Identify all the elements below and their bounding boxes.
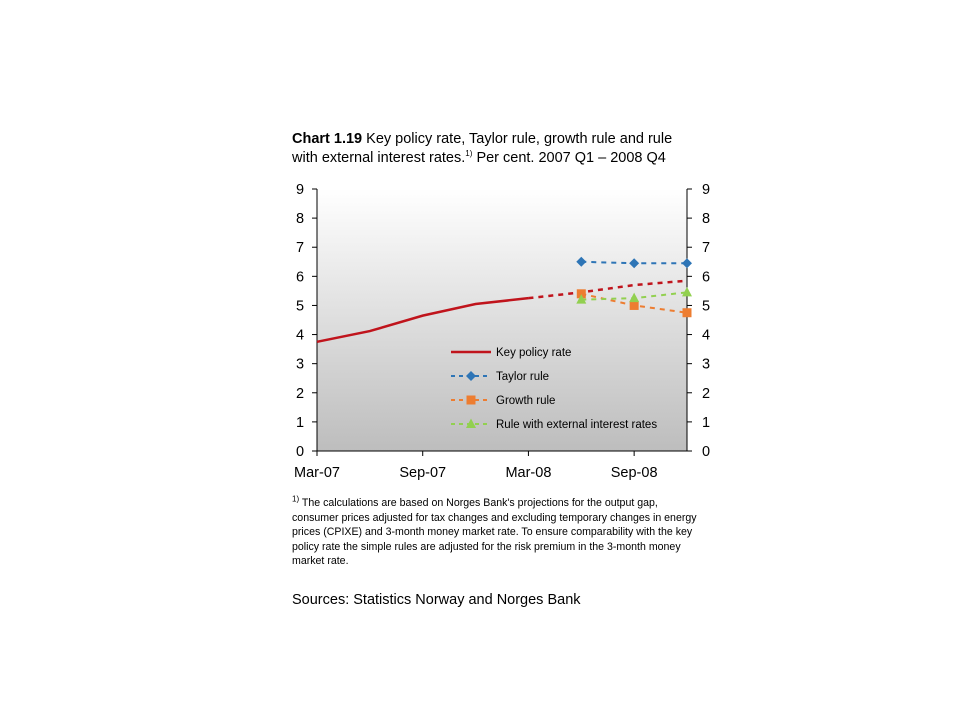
x-tick-label: Sep-08: [611, 465, 658, 481]
y-tick-label-right: 1: [702, 415, 710, 431]
y-tick-label-left: 1: [296, 415, 304, 431]
diamond-marker: [576, 256, 587, 267]
legend-label: Key policy rate: [496, 347, 571, 359]
y-tick-label-right: 9: [702, 182, 710, 198]
series-rule-with-external-interest-rates: [576, 286, 692, 304]
plot-area: [317, 189, 687, 451]
triangle-marker: [576, 294, 587, 304]
legend-label: Rule with external interest rates: [496, 419, 657, 431]
y-tick-label-right: 0: [702, 444, 710, 460]
y-tick-label-right: 5: [702, 298, 710, 314]
y-tick-label-left: 5: [296, 298, 304, 314]
legend-label: Taylor rule: [496, 371, 549, 383]
y-tick-label-right: 6: [702, 269, 710, 285]
legend-triangle-marker: [466, 418, 476, 428]
y-tick-label-right: 4: [702, 328, 710, 344]
y-tick-label-right: 7: [702, 240, 710, 256]
y-tick-label-right: 2: [702, 386, 710, 402]
square-marker: [576, 289, 586, 299]
legend-square-marker: [466, 395, 476, 405]
chart-title-footnote-marker: 1): [465, 149, 473, 159]
legend-diamond-marker: [466, 371, 476, 381]
chart-title-prefix: Chart 1.19: [292, 131, 363, 147]
y-tick-label-left: 4: [296, 328, 304, 344]
y-tick-label-left: 3: [296, 357, 304, 373]
footnote: 1) The calculations are based on Norges …: [292, 494, 704, 569]
key-policy-rate-forecast-line: [528, 279, 688, 300]
square-marker: [682, 308, 692, 318]
x-tick-label: Mar-07: [294, 465, 340, 481]
triangle-marker: [682, 286, 692, 297]
key-policy-rate-line: [316, 296, 529, 344]
series-key-policy-rate: [316, 279, 688, 344]
sources-note: Sources: Statistics Norway and Norges Ba…: [292, 592, 581, 608]
chart-title: Chart 1.19 Key policy rate, Taylor rule,…: [292, 130, 752, 168]
chart-title-subtitle: Per cent. 2007 Q1 – 2008 Q4: [476, 150, 666, 166]
x-tick-label: Sep-07: [399, 465, 446, 481]
triangle-marker: [629, 292, 640, 303]
chart-title-line2: with external interest rates.: [292, 150, 466, 166]
footnote-marker: 1): [292, 494, 300, 504]
y-tick-label-left: 7: [296, 240, 304, 256]
legend-label: Growth rule: [496, 395, 555, 407]
y-tick-label-left: 2: [296, 386, 304, 402]
diamond-marker: [629, 258, 640, 269]
y-tick-label-left: 8: [296, 211, 304, 227]
chart-title-line1: Key policy rate, Taylor rule, growth rul…: [366, 131, 673, 147]
footnote-text: The calculations are based on Norges Ban…: [292, 497, 697, 568]
series-taylor-rule: [576, 256, 692, 269]
y-tick-label-left: 0: [296, 444, 304, 460]
square-marker: [629, 300, 639, 310]
y-tick-label-left: 6: [296, 269, 304, 285]
x-tick-label: Mar-08: [505, 465, 551, 481]
diamond-marker: [682, 258, 692, 269]
y-tick-label-right: 3: [702, 357, 710, 373]
y-tick-label-left: 9: [296, 182, 304, 198]
series-growth-rule: [576, 289, 692, 318]
y-tick-label-right: 8: [702, 211, 710, 227]
